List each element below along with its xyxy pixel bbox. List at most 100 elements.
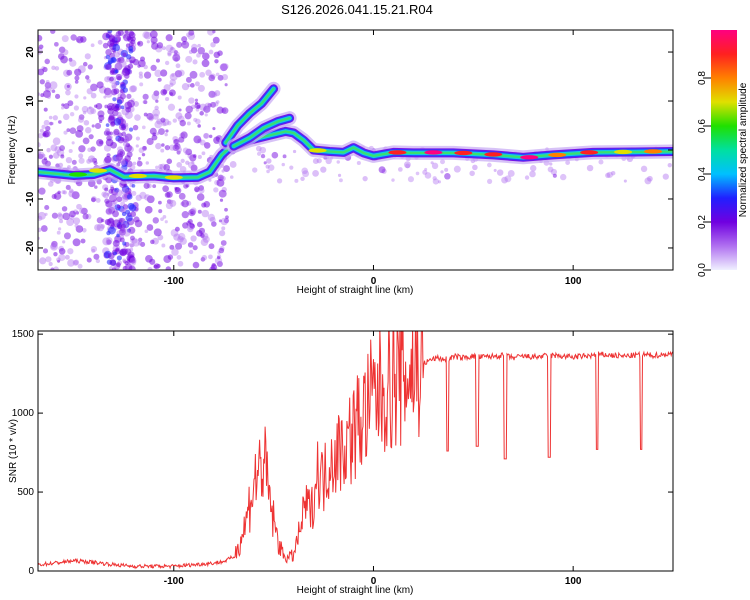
spectrogram-cell	[128, 226, 136, 234]
spectrogram-cell	[109, 67, 116, 74]
spectrogram-cell	[50, 144, 58, 152]
spectrogram-cell	[212, 36, 220, 44]
spectrogram-cell	[168, 199, 174, 205]
spectrogram-cell	[106, 239, 112, 245]
spectrogram-cell	[144, 194, 151, 201]
spectrogram-cell	[117, 76, 122, 81]
spectrogram-cell	[153, 228, 162, 237]
spectrogram-cell	[66, 69, 73, 76]
y-tick-label: 1500	[12, 329, 35, 340]
spectrogram-cell	[39, 257, 47, 265]
spectrogram-cell	[156, 118, 163, 125]
spectrogram-cell	[135, 136, 140, 141]
spectrogram-cell	[176, 146, 182, 153]
spectrogram-cell	[65, 89, 71, 96]
spectrogram-cell	[194, 81, 200, 87]
spectrogram-cell	[259, 146, 267, 154]
y-tick-label: 500	[17, 487, 34, 498]
spectrogram-cell	[53, 266, 59, 270]
spectrogram-cell	[192, 59, 198, 65]
spectrogram-cell	[116, 57, 122, 63]
spectrogram-cell	[38, 132, 44, 139]
spectrogram-cell	[201, 151, 206, 156]
spectrogram-cell	[81, 207, 88, 215]
colorbar-tick-label: 0.6	[697, 119, 708, 133]
spectrogram-cell	[407, 176, 414, 183]
spectrogram-cell	[50, 121, 54, 126]
spectrogram-cell	[86, 106, 95, 115]
spectrogram-cell	[186, 121, 191, 126]
spectrogram-cell	[164, 191, 171, 198]
spectrogram-cell	[152, 113, 159, 120]
spectrogram-cell	[155, 132, 160, 136]
spectrogram-cell	[142, 145, 147, 150]
spectrogram-cell	[160, 148, 165, 153]
spectrogram-peak	[68, 172, 87, 177]
spectrogram-cell	[52, 152, 60, 159]
spectrogram-cell	[63, 103, 70, 110]
spectrogram-cell	[167, 103, 176, 111]
spectrogram-cell	[38, 92, 41, 97]
spectrogram-cell	[145, 254, 153, 263]
spectrogram-cell	[215, 72, 220, 77]
spectrogram-cell	[57, 190, 61, 195]
spectrogram-cell	[43, 89, 51, 98]
spectrogram-cell	[74, 94, 79, 99]
spectrogram-cell	[113, 128, 120, 136]
spectrogram-cell	[549, 162, 553, 166]
spectrogram-cell	[201, 59, 210, 68]
snr-series	[38, 331, 673, 570]
spectrogram-cell	[54, 66, 60, 71]
spectrogram-cell	[76, 35, 84, 44]
spectrogram-cell	[44, 212, 48, 216]
spectrogram-cell	[119, 57, 124, 62]
spectrogram-cell	[176, 41, 183, 48]
spectrogram-cell	[80, 238, 86, 244]
spectrogram-cell	[220, 63, 228, 71]
spectrogram-cell	[63, 130, 68, 135]
spectrogram-cell	[105, 237, 113, 244]
spectrogram-cell	[102, 42, 109, 49]
spectrogram-cell	[362, 176, 368, 182]
spectrogram-cell	[142, 100, 147, 104]
spectrogram-cell	[107, 30, 113, 34]
spectrogram-cell	[111, 85, 117, 90]
spectrogram-cell	[336, 160, 340, 164]
spectrogram-cell	[112, 43, 121, 52]
spectrogram-cell	[104, 156, 112, 164]
spectrogram-cell	[203, 142, 211, 149]
spectrogram-cell	[41, 124, 46, 130]
spectrogram-cell	[140, 241, 146, 247]
spectrogram-cell	[105, 63, 112, 71]
spectrogram-cell	[180, 131, 188, 139]
spectrogram-cell	[118, 59, 127, 68]
spectrogram-cell	[53, 192, 62, 200]
colorbar-tick-label: 0.0	[697, 263, 708, 277]
spectrogram-cell	[182, 147, 189, 154]
spectrogram-cell	[224, 207, 228, 212]
spectrogram-cell	[137, 41, 141, 45]
spectrogram-peak	[520, 155, 539, 160]
spectrogram-cell	[146, 224, 154, 231]
spectrogram-cell	[38, 187, 46, 195]
spectrogram-cell	[96, 217, 104, 224]
spectrogram-cell	[41, 158, 48, 165]
spectrogram-cell	[94, 185, 98, 189]
snr-y-ticks: 0 500 1000 1500	[12, 329, 673, 577]
spectrogram-cell	[204, 102, 212, 110]
spectrogram-cell	[148, 116, 154, 122]
spectrogram-cell	[118, 230, 123, 235]
spectrogram-cell	[107, 108, 114, 115]
spectrogram-cell	[122, 141, 129, 147]
spectrogram-cell	[56, 257, 61, 262]
spectrogram-cell	[112, 50, 116, 54]
spectrogram-cell	[51, 193, 57, 200]
spectrogram-cell	[122, 220, 130, 229]
spectrogram-cell	[144, 206, 153, 214]
spectrogram-cell	[71, 191, 80, 200]
spectrogram-cell	[138, 147, 145, 154]
spectrogram-cell	[51, 89, 56, 94]
spectrogram-cell	[105, 200, 113, 208]
spectrogram-cell	[191, 43, 198, 51]
spectrogram-cell	[62, 49, 69, 56]
